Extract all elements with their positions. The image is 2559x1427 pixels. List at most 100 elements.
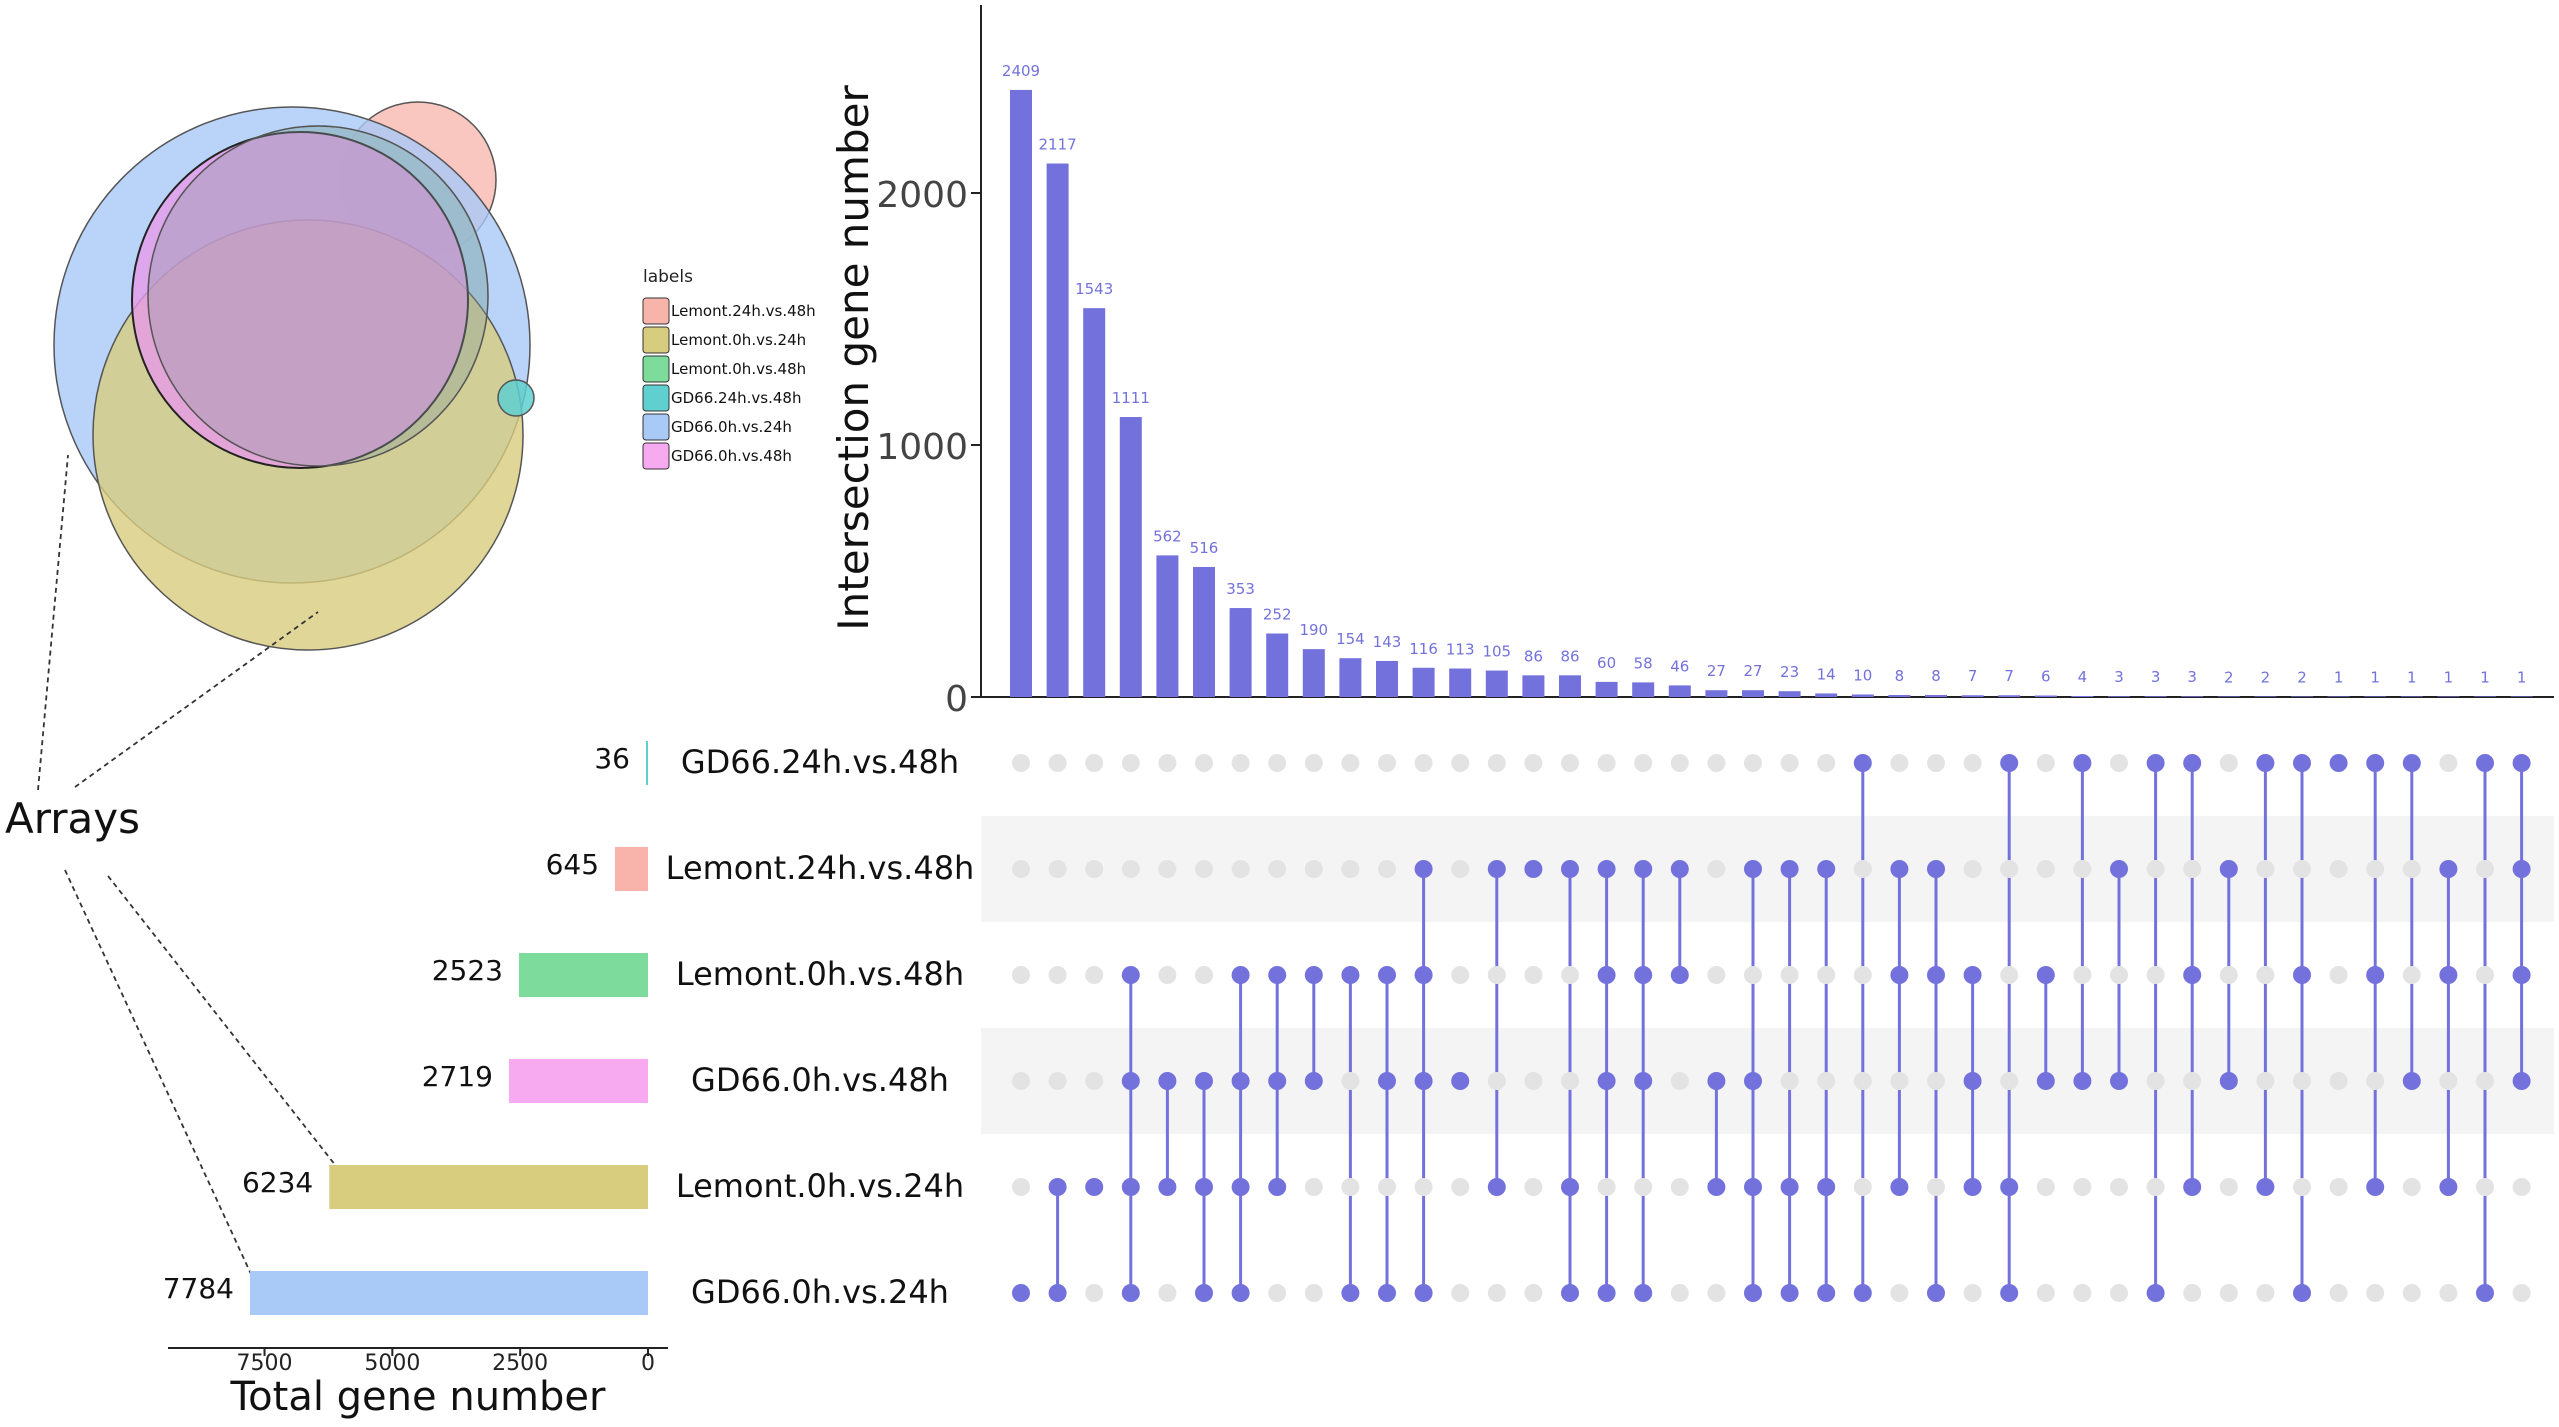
- venn-legend-swatch-lemont-24h-vs-48h: [642, 297, 670, 325]
- matrix-row-stripe: [981, 1028, 2554, 1134]
- matrix-dot-active: [2439, 1178, 2458, 1196]
- matrix-dot-inactive: [1853, 966, 1872, 984]
- matrix-dot-inactive: [1963, 860, 1982, 878]
- intersection-bar-value-6: 516: [1190, 539, 1219, 557]
- matrix-dot-active: [1487, 860, 1506, 878]
- matrix-dot-inactive: [1414, 754, 1433, 772]
- matrix-dot-inactive: [1195, 966, 1213, 984]
- set-axis-tick-label: 2500: [492, 1351, 548, 1376]
- matrix-dot-inactive: [2329, 966, 2348, 984]
- matrix-dot-active: [1158, 1178, 1177, 1196]
- matrix-dot-active: [1414, 1072, 1433, 1090]
- matrix-dot-inactive: [2293, 860, 2311, 878]
- matrix-dot-inactive: [1268, 860, 1287, 878]
- matrix-dot-inactive: [1378, 860, 1396, 878]
- matrix-dot-inactive: [2329, 1178, 2348, 1196]
- matrix-dot-inactive: [2000, 860, 2019, 878]
- set-size-value-lemont-24h-vs-48h: 645: [546, 848, 599, 881]
- venn-legend-swatch-gd66-0h-vs-24h: [642, 413, 670, 441]
- matrix-dot-inactive: [2366, 1284, 2385, 1302]
- matrix-dot-inactive: [2000, 966, 2019, 984]
- matrix-dot-active: [1927, 966, 1945, 984]
- matrix-dot-inactive: [1012, 1178, 1030, 1196]
- intersection-bar-17: [1595, 681, 1618, 697]
- intersection-bar-23: [1815, 693, 1838, 697]
- matrix-dot-inactive: [1780, 754, 1799, 772]
- matrix-dot-inactive: [1634, 1178, 1653, 1196]
- intersection-bar-32: [2144, 696, 2167, 697]
- matrix-dot-inactive: [1341, 754, 1360, 772]
- set-name-lemont-0h-vs-24h: Lemont.0h.vs.24h: [676, 1167, 964, 1205]
- matrix-dot-inactive: [1195, 754, 1213, 772]
- matrix-dot-inactive: [1085, 1284, 1104, 1302]
- matrix-dot-active: [2439, 966, 2458, 984]
- matrix-dot-inactive: [1451, 860, 1470, 878]
- intersection-bar-value-32: 3: [2151, 668, 2161, 686]
- set-size-bar-lemont-0h-vs-24h: [329, 1165, 648, 1209]
- intersection-bar-4: [1119, 417, 1142, 697]
- intersection-bar-value-30: 4: [2078, 668, 2088, 686]
- venn-legend: labels Lemont.24h.vs.48h Lemont.0h.vs.24h…: [642, 267, 816, 470]
- matrix-dot-active: [2183, 1178, 2202, 1196]
- matrix-dot-active: [1634, 1284, 1653, 1302]
- matrix-dot-inactive: [2000, 1072, 2019, 1090]
- matrix-dot-active: [1744, 1072, 1762, 1090]
- set-axis-tick-label: 0: [641, 1351, 655, 1376]
- intersection-bar-20: [1705, 690, 1728, 697]
- matrix-dot-active: [2256, 1178, 2275, 1196]
- matrix-dot-active: [2219, 1072, 2238, 1090]
- matrix-dot-inactive: [1414, 1178, 1433, 1196]
- set-name-gd66-0h-vs-24h: GD66.0h.vs.24h: [691, 1273, 949, 1311]
- venn-legend-swatch-lemont-0h-vs-24h: [642, 326, 670, 354]
- intersection-bar-value-41: 1: [2480, 668, 2490, 686]
- matrix-dot-inactive: [1817, 754, 1836, 772]
- venn-legend-label-gd66-0h-vs-24h: GD66.0h.vs.24h: [671, 418, 792, 436]
- matrix-dot-active: [2219, 860, 2238, 878]
- matrix-dot-inactive: [2146, 966, 2165, 984]
- set-axis-tick-label: 7500: [237, 1351, 293, 1376]
- matrix-dot-inactive: [1378, 754, 1396, 772]
- venn-legend-swatch-gd66-24h-vs-48h: [642, 384, 670, 412]
- intersection-bar-value-40: 1: [2444, 668, 2454, 686]
- set-name-lemont-0h-vs-48h: Lemont.0h.vs.48h: [676, 955, 964, 993]
- matrix-dot-active: [1707, 1178, 1726, 1196]
- intersection-bar-33: [2181, 696, 2204, 697]
- intersection-bar-value-10: 154: [1336, 630, 1365, 648]
- venn-legend-swatch-lemont-0h-vs-48h: [642, 355, 670, 383]
- matrix-dot-active: [1121, 1284, 1140, 1302]
- matrix-dot-active: [2402, 754, 2421, 772]
- matrix-dot-inactive: [2219, 754, 2238, 772]
- matrix-dot-active: [1231, 1178, 1250, 1196]
- matrix-dot-active: [1268, 966, 1287, 984]
- intersection-bar-41: [2474, 696, 2496, 697]
- matrix-dot-active: [1341, 1284, 1360, 1302]
- matrix-dot-active: [1048, 1284, 1067, 1302]
- intersection-bar-value-29: 6: [2041, 667, 2051, 685]
- matrix-dot-inactive: [1268, 754, 1287, 772]
- matrix-dot-inactive: [2329, 1284, 2348, 1302]
- matrix-dot-inactive: [1670, 754, 1689, 772]
- matrix-dot-active: [1121, 1072, 1140, 1090]
- intersection-matrix: [981, 754, 2554, 1302]
- matrix-dot-active: [1561, 860, 1579, 878]
- venn-legend-label-gd66-0h-vs-48h: GD66.0h.vs.48h: [671, 447, 792, 465]
- matrix-dot-inactive: [2183, 860, 2202, 878]
- matrix-dot-inactive: [1085, 754, 1104, 772]
- matrix-dot-inactive: [2036, 754, 2055, 772]
- intersection-bar-14: [1485, 670, 1508, 697]
- intersection-bar-value-18: 58: [1634, 654, 1653, 672]
- matrix-dot-active: [1597, 1284, 1616, 1302]
- intersection-bar-5: [1156, 555, 1179, 697]
- matrix-dot-inactive: [2219, 966, 2238, 984]
- matrix-dot-inactive: [1524, 1072, 1543, 1090]
- intersection-bar-26: [1925, 694, 1947, 697]
- matrix-dot-inactive: [1744, 966, 1762, 984]
- matrix-dot-inactive: [1927, 1072, 1945, 1090]
- matrix-dot-active: [2329, 754, 2348, 772]
- matrix-dot-inactive: [2439, 754, 2458, 772]
- intersection-bar-value-17: 60: [1597, 654, 1616, 672]
- matrix-dot-inactive: [2146, 1178, 2165, 1196]
- matrix-dot-inactive: [1158, 754, 1177, 772]
- matrix-dot-inactive: [2073, 966, 2092, 984]
